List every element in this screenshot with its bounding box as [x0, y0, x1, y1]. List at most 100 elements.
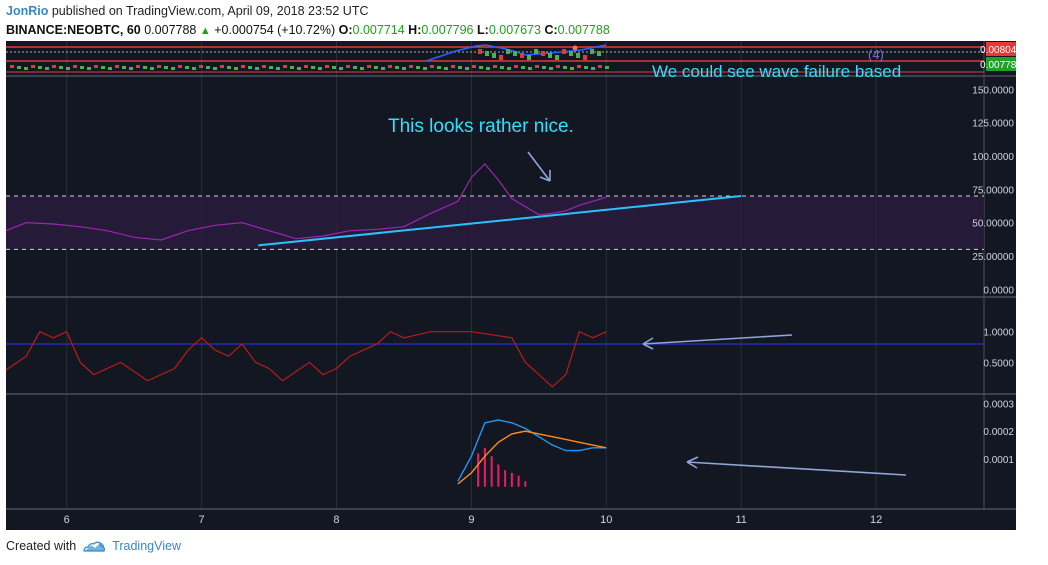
rsi-note: This looks rather nice.: [388, 116, 574, 137]
price-candle: [590, 49, 594, 54]
close-value: 0.007788: [557, 23, 610, 37]
x-tick-label: 6: [64, 514, 70, 526]
open-value: 0.007714: [352, 23, 405, 37]
price-candle: [241, 65, 245, 68]
price-candle: [485, 51, 489, 56]
open-label: O:: [338, 23, 353, 37]
price-candle: [562, 49, 566, 54]
price-candle: [528, 67, 532, 70]
x-tick-label: 8: [333, 514, 339, 526]
up-triangle-icon: ▲: [199, 25, 211, 37]
macd-tick-label: 0.0003: [983, 399, 1014, 410]
price-candle: [178, 65, 182, 68]
price-candle: [164, 66, 168, 69]
price-candle: [143, 66, 147, 69]
price-candle: [234, 67, 238, 70]
price-candle: [478, 49, 482, 54]
price-candle: [94, 65, 98, 68]
price-candle: [346, 65, 350, 68]
price-candle: [395, 66, 399, 69]
tradingview-cloud-icon: [83, 541, 106, 552]
price-candle: [569, 51, 573, 56]
price-candle: [591, 67, 595, 70]
author-link[interactable]: JonRio: [6, 4, 49, 18]
footer: Created with TradingView: [6, 539, 181, 553]
price-candle: [283, 65, 287, 68]
note-arrow-head: [539, 170, 551, 182]
price-candle: [514, 65, 518, 68]
price-candle: [185, 66, 189, 69]
price-candle: [150, 67, 154, 70]
price-candle: [409, 65, 413, 68]
note-arrow-shaft: [527, 151, 551, 182]
price-candle: [339, 67, 343, 70]
tradingview-link[interactable]: TradingView: [112, 539, 181, 553]
macd-arrow-head: [686, 456, 699, 469]
price-candle: [87, 67, 91, 70]
price-candle: [535, 65, 539, 68]
price-candle: [192, 67, 196, 70]
price-candle: [499, 55, 503, 60]
price-candle: [206, 66, 210, 69]
high-label: H:: [408, 23, 422, 37]
rsi-trendline: [258, 195, 742, 247]
price-candle: [444, 67, 448, 70]
macd-line: [457, 419, 607, 482]
price-candle: [570, 67, 574, 70]
price-candle: [388, 65, 392, 68]
rsi-tick-label: 0.0000: [983, 285, 1014, 296]
rsi-line: [6, 163, 607, 241]
publish-info: JonRio published on TradingView.com, Apr…: [6, 4, 368, 18]
price-candle: [486, 67, 490, 70]
price-candle: [262, 65, 266, 68]
low-label: L:: [477, 23, 489, 37]
price-candle: [297, 67, 301, 70]
price-candle: [479, 66, 483, 69]
price-candle: [555, 55, 559, 60]
price-candle: [227, 66, 231, 69]
price-candle: [304, 65, 308, 68]
upper-price-tag: [986, 42, 1016, 56]
price-candle: [492, 53, 496, 58]
price-change: +0.000754 (+10.72%): [214, 23, 336, 37]
price-candle: [318, 67, 322, 70]
price-candle: [220, 65, 224, 68]
price-candle: [213, 67, 217, 70]
price-candle: [269, 66, 273, 69]
price-candle: [430, 65, 434, 68]
rsi-tick-label: 125.0000: [972, 119, 1014, 130]
price-candle: [332, 66, 336, 69]
price-candle: [129, 67, 133, 70]
rsi-tick-label: 50.00000: [972, 219, 1014, 230]
stoch-arrow-shaft: [642, 334, 793, 345]
price-candle: [416, 66, 420, 69]
x-tick-label: 10: [600, 514, 612, 526]
price-candle: [521, 66, 525, 69]
price-candle: [500, 66, 504, 69]
price-candle: [45, 67, 49, 70]
x-tick-label: 12: [870, 514, 882, 526]
price-candle: [597, 51, 601, 56]
price-candle: [423, 67, 427, 70]
rsi-tick-label: 150.0000: [972, 85, 1014, 96]
chart-canvas[interactable]: 6 7 8 9 10 11 12 (4)We could see wave failure b…: [6, 41, 1016, 530]
price-candle: [563, 66, 567, 69]
x-tick-label: 7: [199, 514, 205, 526]
high-value: 0.007796: [421, 23, 474, 37]
price-candle: [73, 65, 77, 68]
price-candle: [506, 49, 510, 54]
price-candle: [472, 65, 476, 68]
price-candle: [248, 66, 252, 69]
symbol-bar: BINANCE:NEOBTC, 60 0.007788 ▲ +0.000754 …: [6, 23, 610, 37]
price-candle: [255, 67, 259, 70]
price-candle: [381, 67, 385, 70]
price-candle: [542, 66, 546, 69]
price-candle: [493, 65, 497, 68]
price-candle: [541, 51, 545, 56]
rsi-tick-label: 25.00000: [972, 252, 1014, 263]
signal-line: [457, 430, 607, 485]
price-candle: [458, 66, 462, 69]
macd-tick-label: 0.0002: [983, 427, 1014, 438]
price-candle: [122, 66, 126, 69]
price-candle: [584, 66, 588, 69]
